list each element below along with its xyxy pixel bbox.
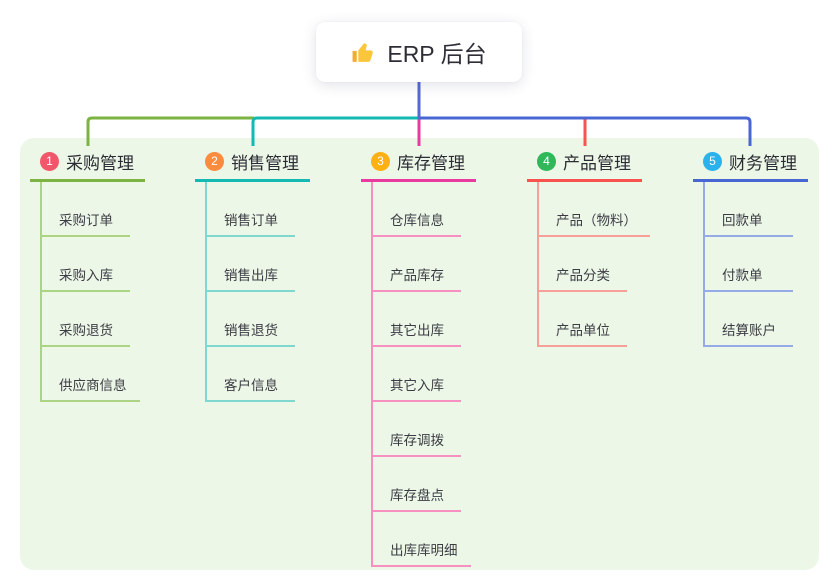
- branch-purchase: 1 采购管理 采购订单 采购入库 采购退货 供应商信息: [30, 147, 145, 402]
- child-label: 其它出库: [390, 323, 444, 338]
- child-label: 供应商信息: [59, 378, 127, 393]
- thumbs-up-icon: [351, 40, 376, 65]
- branch-label: 库存管理: [397, 153, 465, 173]
- branch-number-badge: 5: [703, 151, 722, 171]
- child-node[interactable]: 付款单: [705, 237, 793, 292]
- child-label: 产品分类: [556, 268, 610, 283]
- branch-inventory-children: 仓库信息 产品库存 其它出库 其它入库 库存调拨 库存盘点 出库库明细: [371, 182, 476, 567]
- branch-product-children: 产品（物料） 产品分类 产品单位: [537, 182, 650, 347]
- child-label: 产品（物料）: [556, 213, 637, 228]
- child-label: 结算账户: [722, 323, 776, 338]
- child-node[interactable]: 结算账户: [705, 292, 793, 347]
- child-node[interactable]: 销售退货: [207, 292, 295, 347]
- child-node[interactable]: 采购订单: [42, 182, 130, 237]
- child-label: 付款单: [722, 268, 763, 283]
- child-node[interactable]: 仓库信息: [373, 182, 461, 237]
- child-label: 销售退货: [224, 323, 278, 338]
- child-node[interactable]: 出库库明细: [373, 512, 471, 567]
- child-label: 其它入库: [390, 378, 444, 393]
- branch-sales-children: 销售订单 销售出库 销售退货 客户信息: [205, 182, 310, 402]
- child-node[interactable]: 产品库存: [373, 237, 461, 292]
- child-label: 回款单: [722, 213, 763, 228]
- child-label: 销售出库: [224, 268, 278, 283]
- child-node[interactable]: 采购退货: [42, 292, 130, 347]
- branch-number-badge: 4: [537, 151, 556, 171]
- branch-label: 产品管理: [563, 153, 631, 173]
- child-node[interactable]: 供应商信息: [42, 347, 140, 402]
- child-label: 库存调拨: [390, 433, 444, 448]
- child-node[interactable]: 销售出库: [207, 237, 295, 292]
- child-label: 仓库信息: [390, 213, 444, 228]
- branch-label: 财务管理: [729, 153, 797, 173]
- child-label: 产品单位: [556, 323, 610, 338]
- child-node[interactable]: 销售订单: [207, 182, 295, 237]
- root-node-label: ERP 后台: [387, 41, 487, 67]
- child-label: 销售订单: [224, 213, 278, 228]
- child-node[interactable]: 产品（物料）: [539, 182, 650, 237]
- child-node[interactable]: 产品单位: [539, 292, 627, 347]
- child-node[interactable]: 采购入库: [42, 237, 130, 292]
- branch-inventory: 3 库存管理 仓库信息 产品库存 其它出库 其它入库 库存调拨 库存盘点 出库库…: [361, 147, 476, 567]
- child-label: 客户信息: [224, 378, 278, 393]
- branch-label: 采购管理: [66, 153, 134, 173]
- root-node[interactable]: ERP 后台: [316, 22, 522, 82]
- branch-inventory-node[interactable]: 3 库存管理: [361, 147, 476, 182]
- child-label: 采购入库: [59, 268, 113, 283]
- child-label: 库存盘点: [390, 488, 444, 503]
- branch-number-badge: 1: [40, 151, 59, 171]
- child-label: 采购订单: [59, 213, 113, 228]
- child-node[interactable]: 库存盘点: [373, 457, 461, 512]
- branch-purchase-children: 采购订单 采购入库 采购退货 供应商信息: [40, 182, 145, 402]
- branch-label: 销售管理: [231, 153, 299, 173]
- branch-finance-children: 回款单 付款单 结算账户: [703, 182, 808, 347]
- branch-finance-node[interactable]: 5 财务管理: [693, 147, 808, 182]
- child-node[interactable]: 其它入库: [373, 347, 461, 402]
- branch-finance: 5 财务管理 回款单 付款单 结算账户: [693, 147, 808, 347]
- child-node[interactable]: 回款单: [705, 182, 793, 237]
- child-node[interactable]: 客户信息: [207, 347, 295, 402]
- branch-sales: 2 销售管理 销售订单 销售出库 销售退货 客户信息: [195, 147, 310, 402]
- branch-number-badge: 3: [371, 151, 390, 171]
- child-node[interactable]: 库存调拨: [373, 402, 461, 457]
- child-node[interactable]: 其它出库: [373, 292, 461, 347]
- branch-number-badge: 2: [205, 151, 224, 171]
- child-label: 采购退货: [59, 323, 113, 338]
- branch-product-node[interactable]: 4 产品管理: [527, 147, 642, 182]
- child-label: 产品库存: [390, 268, 444, 283]
- branch-purchase-node[interactable]: 1 采购管理: [30, 147, 145, 182]
- branches-panel: [20, 138, 819, 570]
- branch-product: 4 产品管理 产品（物料） 产品分类 产品单位: [527, 147, 650, 347]
- child-node[interactable]: 产品分类: [539, 237, 627, 292]
- child-label: 出库库明细: [390, 543, 458, 558]
- branch-sales-node[interactable]: 2 销售管理: [195, 147, 310, 182]
